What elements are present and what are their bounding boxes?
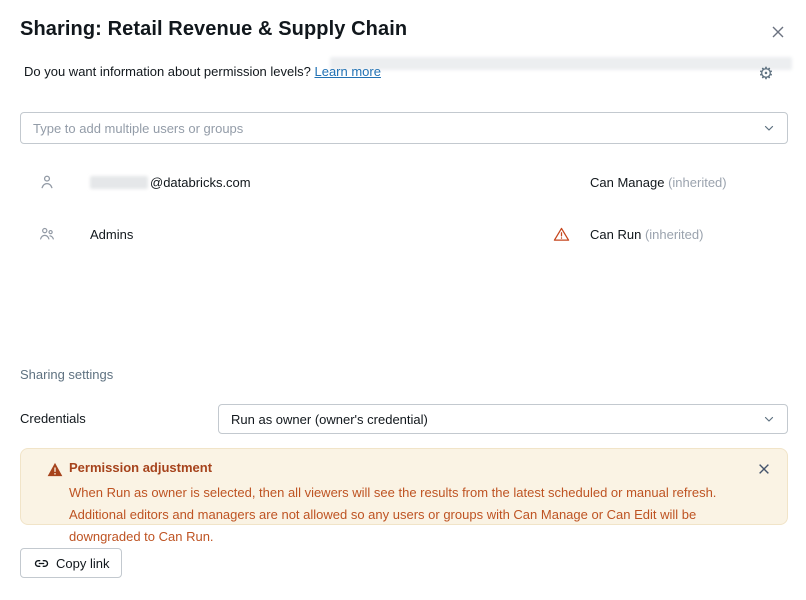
- permission-value: Can Run (inherited): [590, 227, 704, 242]
- inherited-label: (inherited): [668, 175, 727, 190]
- banner-body: When Run as owner is selected, then all …: [69, 485, 717, 544]
- permission-value: Can Manage (inherited): [590, 175, 727, 190]
- member-row: Admins Can Run (inherited): [0, 224, 806, 248]
- copy-link-button[interactable]: Copy link: [20, 548, 123, 578]
- credentials-label: Credentials: [20, 411, 86, 426]
- permission-adjustment-banner: Permission adjustment When Run as owner …: [20, 448, 788, 544]
- add-users-input[interactable]: [33, 120, 763, 136]
- banner-close-icon[interactable]: [755, 460, 773, 478]
- user-icon: [38, 173, 56, 196]
- warning-triangle-icon: [553, 226, 570, 248]
- chevron-down-icon: [763, 413, 775, 425]
- member-row: @databricks.com Can Manage (inherited): [0, 172, 806, 196]
- member-name: @databricks.com: [90, 175, 251, 190]
- link-icon: [33, 555, 50, 572]
- member-name: Admins: [90, 227, 134, 242]
- sharing-settings-heading: Sharing settings: [20, 367, 114, 382]
- close-icon[interactable]: [768, 22, 788, 42]
- warning-filled-icon: [47, 462, 63, 482]
- credentials-selected-value: Run as owner (owner's credential): [231, 411, 428, 427]
- chevron-down-icon[interactable]: [763, 122, 775, 134]
- inherited-label: (inherited): [644, 227, 704, 242]
- banner-title: Permission adjustment: [69, 460, 213, 475]
- learn-more-link[interactable]: Learn more: [314, 64, 381, 79]
- dialog-title: Sharing: Retail Revenue & Supply Chain: [20, 18, 408, 40]
- redacted-name: [90, 176, 148, 189]
- copy-link-label: Copy link: [56, 555, 110, 571]
- add-users-combobox[interactable]: [20, 112, 788, 144]
- group-icon: [38, 225, 56, 248]
- permission-question: Do you want information about permission…: [24, 64, 315, 79]
- redacted-region: [330, 57, 792, 70]
- gear-icon[interactable]: ⚙: [754, 62, 778, 86]
- credentials-select[interactable]: Run as owner (owner's credential): [218, 404, 788, 434]
- permission-info-text: Do you want information about permission…: [24, 64, 381, 79]
